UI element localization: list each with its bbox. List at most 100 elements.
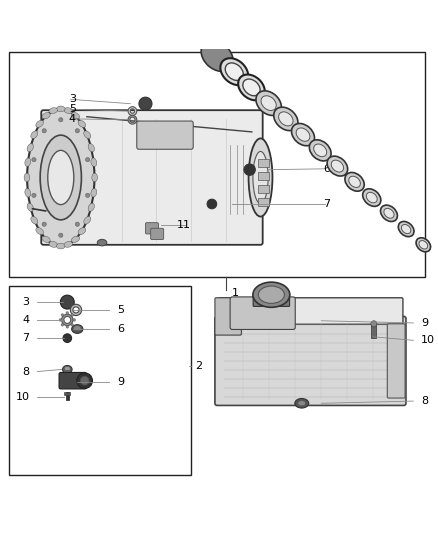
Bar	[258, 198, 269, 206]
FancyBboxPatch shape	[59, 373, 86, 389]
Text: 5: 5	[69, 104, 76, 114]
Ellipse shape	[49, 241, 57, 247]
Ellipse shape	[36, 120, 43, 127]
Ellipse shape	[91, 189, 97, 197]
Ellipse shape	[298, 401, 306, 406]
FancyBboxPatch shape	[151, 228, 164, 239]
Bar	[64, 392, 71, 394]
Ellipse shape	[419, 240, 427, 249]
Ellipse shape	[309, 140, 331, 161]
Bar	[371, 325, 376, 338]
Ellipse shape	[64, 366, 71, 371]
Ellipse shape	[49, 108, 57, 114]
FancyBboxPatch shape	[41, 110, 263, 245]
Text: 4: 4	[22, 315, 29, 325]
Ellipse shape	[40, 135, 81, 220]
Ellipse shape	[274, 107, 298, 131]
FancyBboxPatch shape	[253, 294, 290, 306]
Circle shape	[139, 97, 152, 110]
Circle shape	[71, 314, 74, 316]
Text: 7: 7	[323, 199, 330, 208]
Text: 9: 9	[421, 318, 428, 328]
Bar	[9, 52, 425, 277]
Circle shape	[61, 324, 64, 326]
Ellipse shape	[349, 176, 360, 188]
Ellipse shape	[84, 216, 91, 224]
Ellipse shape	[279, 112, 293, 126]
Ellipse shape	[36, 228, 43, 235]
Ellipse shape	[256, 91, 281, 116]
Text: 6: 6	[323, 164, 330, 174]
Ellipse shape	[296, 128, 310, 141]
Circle shape	[207, 199, 217, 209]
Ellipse shape	[253, 151, 268, 204]
Ellipse shape	[402, 224, 411, 233]
Ellipse shape	[363, 189, 381, 206]
Bar	[258, 185, 269, 193]
Circle shape	[244, 164, 255, 175]
Ellipse shape	[27, 203, 33, 212]
Text: 7: 7	[22, 333, 29, 343]
Circle shape	[60, 295, 74, 309]
Circle shape	[59, 319, 62, 321]
Ellipse shape	[84, 131, 91, 139]
Text: 8: 8	[22, 367, 29, 377]
Ellipse shape	[57, 243, 65, 249]
FancyBboxPatch shape	[215, 317, 406, 406]
Ellipse shape	[292, 124, 314, 146]
Circle shape	[75, 222, 80, 227]
Ellipse shape	[74, 326, 81, 331]
Text: 8: 8	[421, 396, 428, 406]
Circle shape	[80, 376, 89, 385]
Ellipse shape	[243, 79, 260, 96]
Ellipse shape	[92, 173, 98, 182]
Circle shape	[32, 157, 36, 162]
Ellipse shape	[78, 120, 86, 127]
Bar	[258, 172, 269, 180]
Bar	[9, 286, 191, 475]
Text: 3: 3	[69, 94, 76, 104]
Bar	[66, 392, 69, 400]
Text: 6: 6	[117, 324, 124, 334]
FancyBboxPatch shape	[215, 298, 241, 335]
FancyBboxPatch shape	[137, 121, 193, 149]
Ellipse shape	[42, 236, 50, 243]
Circle shape	[71, 324, 74, 326]
Circle shape	[73, 319, 75, 321]
Ellipse shape	[78, 228, 86, 235]
Ellipse shape	[253, 282, 290, 308]
Circle shape	[66, 326, 69, 328]
Circle shape	[32, 193, 36, 198]
Ellipse shape	[327, 156, 348, 176]
Ellipse shape	[225, 63, 244, 80]
Ellipse shape	[25, 189, 31, 197]
Ellipse shape	[97, 239, 107, 246]
Ellipse shape	[71, 236, 80, 243]
Circle shape	[75, 128, 80, 133]
Ellipse shape	[71, 112, 80, 119]
Ellipse shape	[31, 216, 38, 224]
Ellipse shape	[220, 58, 248, 85]
Circle shape	[85, 193, 90, 198]
Ellipse shape	[64, 108, 73, 114]
Bar	[258, 159, 269, 167]
Ellipse shape	[48, 150, 74, 205]
Ellipse shape	[366, 192, 377, 203]
FancyBboxPatch shape	[218, 298, 403, 324]
Ellipse shape	[295, 399, 309, 408]
Ellipse shape	[384, 208, 394, 218]
Ellipse shape	[88, 143, 95, 152]
Ellipse shape	[416, 238, 431, 252]
Ellipse shape	[258, 286, 284, 303]
FancyBboxPatch shape	[387, 324, 405, 398]
Circle shape	[61, 314, 64, 316]
Ellipse shape	[201, 41, 233, 71]
Ellipse shape	[398, 221, 414, 237]
Circle shape	[63, 334, 72, 343]
Ellipse shape	[88, 203, 95, 212]
Ellipse shape	[72, 325, 83, 333]
Ellipse shape	[27, 109, 95, 246]
Ellipse shape	[331, 160, 343, 172]
Ellipse shape	[249, 139, 272, 216]
Ellipse shape	[25, 158, 31, 166]
